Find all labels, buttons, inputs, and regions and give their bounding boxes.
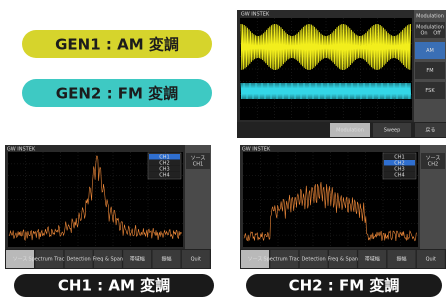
menu-label: Freq & Span (328, 257, 358, 263)
menu-label: Freq & Span (93, 257, 123, 263)
menu-label: ソース (248, 257, 263, 263)
ch2-label: CH2 : FM 変調 (289, 277, 400, 295)
menu-label: Modulation (336, 128, 364, 134)
menu-label: Detection (66, 257, 90, 263)
option: AM (426, 48, 434, 54)
fm-waveform (241, 83, 411, 99)
menu-label: 帯域幅 (365, 256, 380, 263)
side-value: CH2 (428, 162, 438, 168)
toggle-on: On (420, 31, 427, 37)
gen2-label: GEN2 : FM 変調 (56, 85, 178, 103)
side-value: CH1 (193, 162, 203, 168)
menu-label: Sweep (384, 128, 401, 134)
ch1-label: CH1 : AM 変調 (58, 277, 170, 295)
menu-label: Spectrum Traces (28, 257, 70, 263)
menu-label: 帯域幅 (130, 256, 145, 263)
channel-name: CH4 (394, 173, 404, 179)
composite: GEN1 : AM 変調 GEN2 : FM 変調 CH1 : AM 変調 CH… (0, 0, 446, 297)
toggle-off: Off (433, 31, 441, 37)
menu-label: ソース (13, 257, 28, 263)
menu-label: 振幅 (161, 256, 171, 263)
menu-label: 振幅 (396, 256, 406, 263)
gen1-label: GEN1 : AM 変調 (55, 36, 179, 54)
menu-label: Quit (191, 257, 201, 263)
menu-label: 戻る (425, 127, 435, 134)
menu-label: Detection (301, 257, 325, 263)
menu-title: Modulation (416, 14, 444, 20)
option: FSK (425, 88, 435, 94)
brand: GW INSTEK (7, 147, 36, 153)
option: FM (426, 68, 433, 74)
menu-label: Spectrum Traces (263, 257, 305, 263)
channel-name: CH4 (159, 173, 169, 179)
brand: GW INSTEK (242, 147, 271, 153)
menu-label: Quit (426, 257, 436, 263)
brand: GW INSTEK (241, 12, 270, 18)
